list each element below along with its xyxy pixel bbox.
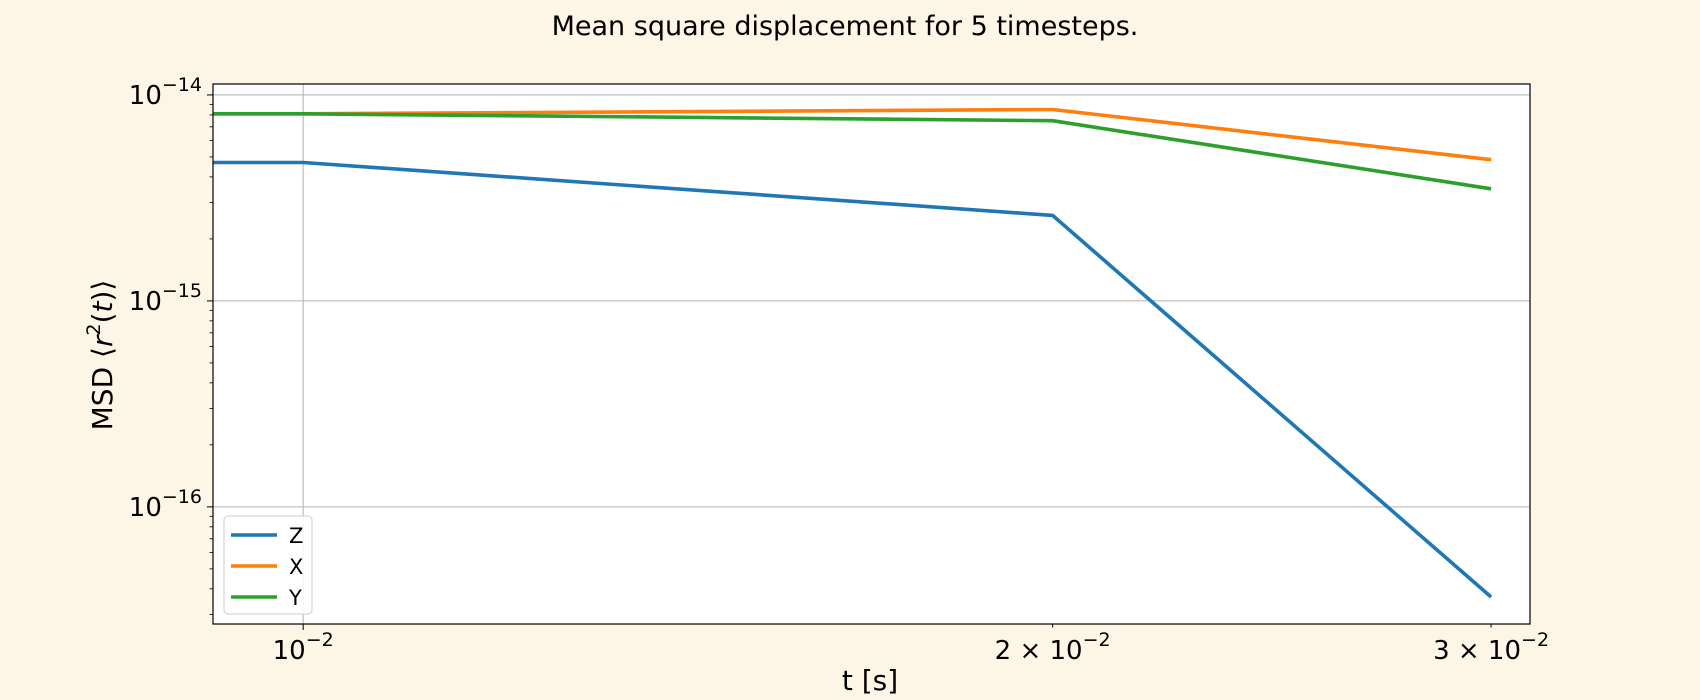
y-tick-exponent: −14 (162, 74, 202, 96)
legend-label-y: Y (288, 586, 302, 610)
x-tick-base: 10 (273, 636, 306, 666)
x-tick-exponent: −2 (1083, 629, 1111, 651)
series-line-y (213, 112, 1492, 191)
x-tick-label: 2 × 10−2 (995, 629, 1111, 666)
legend: ZXY (223, 515, 313, 615)
y-label-r: r (86, 334, 119, 347)
y-tick-base: 10 (129, 287, 162, 317)
series-layer (213, 107, 1493, 599)
y-label-t-var: t (86, 300, 119, 312)
y-tick-base: 10 (129, 81, 162, 111)
y-tick-base: 10 (129, 493, 162, 523)
chart-title: Mean square displacement for 5 timesteps… (552, 11, 1139, 42)
y-tick-label: 10−15 (129, 280, 202, 317)
grid (213, 84, 1530, 624)
y-tick-exponent: −15 (162, 280, 202, 302)
x-tick-base: 2 × 10 (995, 636, 1083, 666)
x-tick-exponent: −2 (306, 629, 334, 651)
legend-label-z: Z (289, 524, 303, 548)
y-label-sup: 2 (83, 323, 105, 335)
x-tick-exponent: −2 (1521, 629, 1549, 651)
y-label-end: )⟩ (86, 280, 119, 302)
x-tick-label: 3 × 10−2 (1433, 629, 1549, 666)
y-axis-label: MSD ⟨r2(t)⟩ (83, 280, 119, 431)
x-tick-base: 3 × 10 (1433, 636, 1521, 666)
x-tick-label: 10−2 (273, 629, 334, 666)
y-label-main: MSD ⟨ (86, 347, 119, 430)
y-tick-exponent: −16 (162, 486, 202, 508)
y-label-t: ( (86, 312, 119, 323)
y-tick-label: 10−14 (129, 74, 202, 111)
plot-area (213, 84, 1530, 624)
y-tick-label: 10−16 (129, 486, 202, 523)
x-axis-label: t [s] (842, 664, 898, 697)
series-line-z (213, 160, 1493, 599)
plot-frame (212, 83, 1531, 625)
legend-label-x: X (289, 555, 303, 579)
